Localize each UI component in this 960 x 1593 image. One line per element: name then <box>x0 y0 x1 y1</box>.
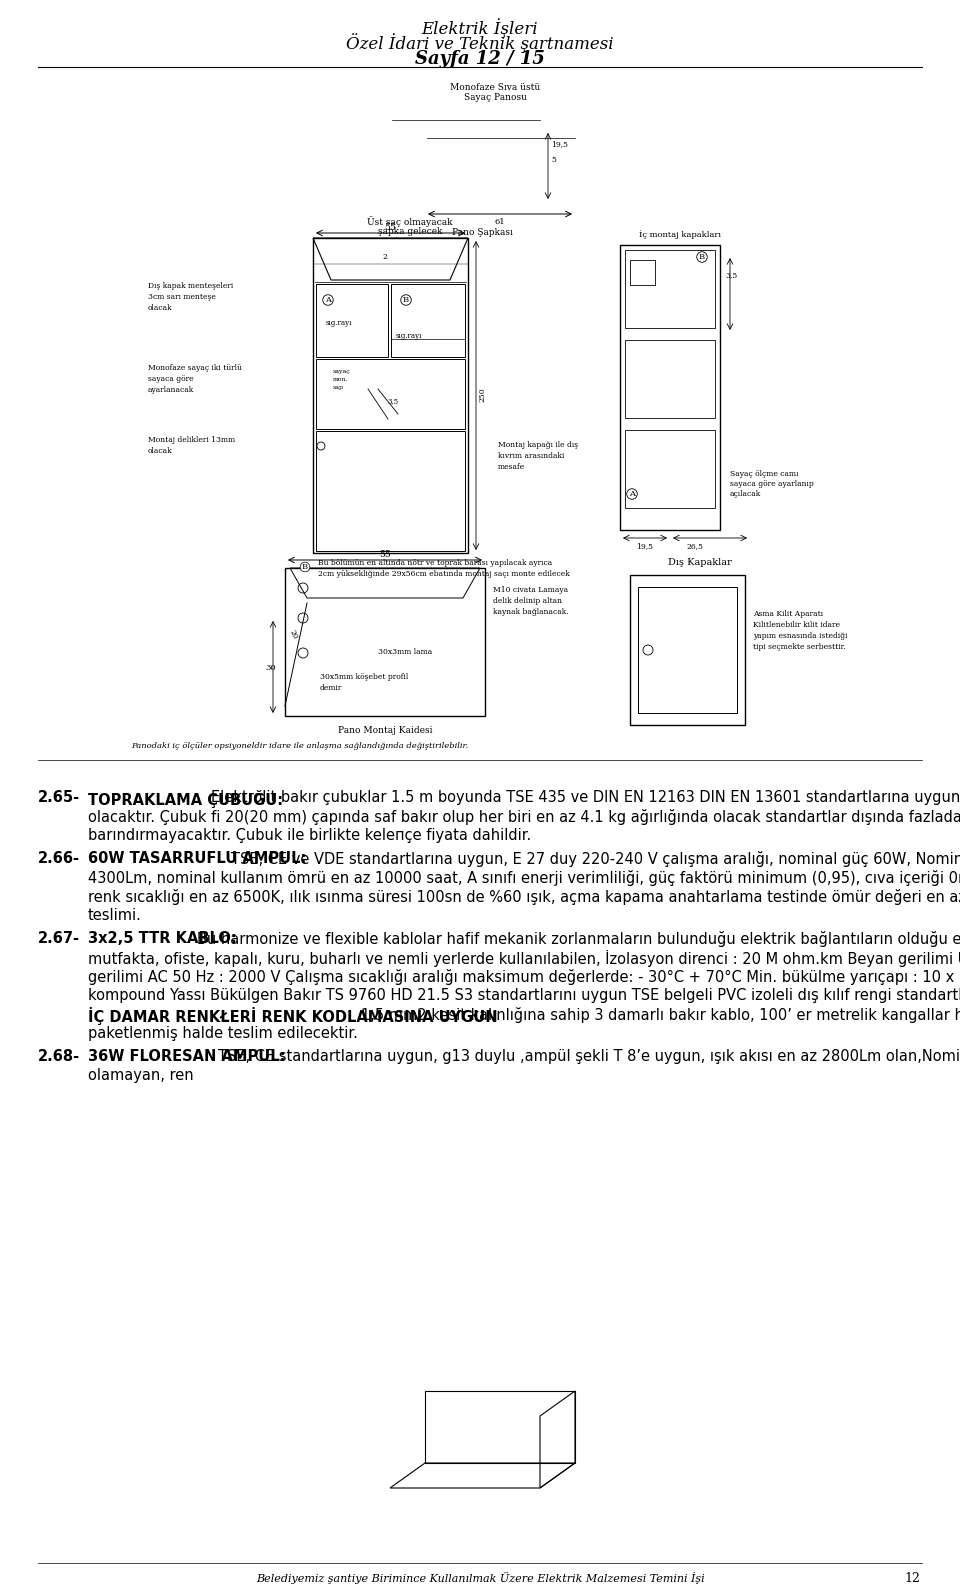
Text: 4300Lm, nominal kullanım ömrü en az 10000 saat, A sınıfı enerji verimliliği, güç: 4300Lm, nominal kullanım ömrü en az 1000… <box>88 870 960 886</box>
Text: 19,5: 19,5 <box>551 140 568 148</box>
Text: 2: 2 <box>383 253 388 261</box>
Text: 26,5: 26,5 <box>686 542 704 550</box>
Text: sayaca göre ayarlanıp: sayaca göre ayarlanıp <box>730 479 814 487</box>
Text: renk sıcaklığı en az 6500K, ılık ısınma süresi 100sn de %60 ışık, açma kapama an: renk sıcaklığı en az 6500K, ılık ısınma … <box>88 889 960 905</box>
Text: şapka gelecek: şapka gelecek <box>377 226 443 236</box>
Text: 2.67-: 2.67- <box>38 930 80 946</box>
Text: tipi seçmekte serbesttir.: tipi seçmekte serbesttir. <box>753 644 846 652</box>
Text: 55: 55 <box>384 223 396 233</box>
Text: yapım esnasında istediği: yapım esnasında istediği <box>753 632 848 640</box>
Text: delik delinip altan: delik delinip altan <box>493 597 562 605</box>
Text: Monofaze sayaç iki türlü: Monofaze sayaç iki türlü <box>148 363 242 373</box>
Text: 61: 61 <box>494 218 505 226</box>
Text: 250: 250 <box>478 387 486 403</box>
Text: kıvrım arasındaki: kıvrım arasındaki <box>498 452 564 460</box>
Text: Özel İdari ve Teknik şartnamesi: Özel İdari ve Teknik şartnamesi <box>347 33 613 53</box>
Text: TSE, CE ve VDE standartlarına uygun, E 27 duy 220-240 V çalışma aralığı, nominal: TSE, CE ve VDE standartlarına uygun, E 2… <box>231 851 960 867</box>
Text: İç montaj kapakları: İç montaj kapakları <box>639 229 721 239</box>
Text: 1,5 mm2 kesit kalınlığına sahip 3 damarlı bakır kablo, 100’ er metrelik kangalla: 1,5 mm2 kesit kalınlığına sahip 3 damarl… <box>361 1007 960 1023</box>
Text: teslimi.: teslimi. <box>88 908 142 922</box>
Text: sıg.rayı: sıg.rayı <box>396 331 422 339</box>
Text: 30: 30 <box>266 664 276 672</box>
Text: 5: 5 <box>551 156 556 164</box>
Text: ayarlanacak: ayarlanacak <box>148 386 194 393</box>
Text: Panodaki iç ölçüler opsiyoneldir idare ile anlaşma sağlandığında değiştirilebili: Panodaki iç ölçüler opsiyoneldir idare i… <box>132 742 468 750</box>
Text: Pano Montaj Kaidesi: Pano Montaj Kaidesi <box>338 726 432 734</box>
Text: mon.: mon. <box>333 378 348 382</box>
Text: Montaj kapağı ile dış: Montaj kapağı ile dış <box>498 441 578 449</box>
Text: Üst saç olmayacak: Üst saç olmayacak <box>368 217 453 226</box>
Text: Bu bölümün en altında nötr ve toprak barası yapılacak ayrıca: Bu bölümün en altında nötr ve toprak bar… <box>318 559 552 567</box>
Text: olamayan, ren: olamayan, ren <box>88 1067 194 1083</box>
Text: olacaktır. Çubuk fi 20(20 mm) çapında saf bakır olup her biri en az 4.1 kg ağırl: olacaktır. Çubuk fi 20(20 mm) çapında sa… <box>88 809 960 825</box>
Text: sıg.rayı: sıg.rayı <box>326 319 352 327</box>
Text: 60W TASARRUFLU AMPUL:: 60W TASARRUFLU AMPUL: <box>88 851 306 867</box>
Text: 3,5: 3,5 <box>388 397 398 405</box>
Text: açılacak: açılacak <box>730 491 761 499</box>
Text: Dış Kapaklar: Dış Kapaklar <box>668 558 732 567</box>
Text: 36W FLORESAN AMPUL:: 36W FLORESAN AMPUL: <box>88 1050 285 1064</box>
Text: İÇ DAMAR RENKŁERİ RENK KODLAMASINA UYGUN: İÇ DAMAR RENKŁERİ RENK KODLAMASINA UYGUN <box>88 1007 497 1024</box>
Text: 3cm sarı menteşe: 3cm sarı menteşe <box>148 293 216 301</box>
Text: demir: demir <box>320 683 343 691</box>
Text: gerilimi AC 50 Hz : 2000 V Çalışma sıcaklığı aralığı maksimum değerlerde: - 30°C: gerilimi AC 50 Hz : 2000 V Çalışma sıcak… <box>88 969 960 984</box>
Text: paketlenmiş halde teslim edilecektir.: paketlenmiş halde teslim edilecektir. <box>88 1026 358 1040</box>
Text: 3,5: 3,5 <box>725 271 737 279</box>
Text: Asma Kilit Aparatı: Asma Kilit Aparatı <box>753 610 823 618</box>
Text: B: B <box>403 296 409 304</box>
Text: olacak: olacak <box>148 304 173 312</box>
Text: mutfakta, ofiste, kapalı, kuru, buharlı ve nemli yerlerde kullanılabilen, İzolas: mutfakta, ofiste, kapalı, kuru, buharlı … <box>88 949 960 967</box>
Text: M10 civata Lamaya: M10 civata Lamaya <box>493 586 568 594</box>
Text: mesafe: mesafe <box>498 464 525 472</box>
Text: Belediyemiz şantiye Birimince Kullanılmak Üzere Elektrik Malzemesi Temini İşi: Belediyemiz şantiye Birimince Kullanılma… <box>255 1572 705 1583</box>
Text: Sayaç Panosu: Sayaç Panosu <box>464 92 526 102</box>
Text: 12: 12 <box>904 1572 920 1585</box>
Text: Pano Şapkası: Pano Şapkası <box>451 228 513 237</box>
Text: A: A <box>325 296 331 304</box>
Text: A: A <box>629 491 635 499</box>
Text: kompound Yassı Bükülgen Bakır TS 9760 HD 21.5 S3 standartlarını uygun TSE belgel: kompound Yassı Bükülgen Bakır TS 9760 HD… <box>88 988 960 1004</box>
Text: Elektrolit bakır çubuklar 1.5 m boyunda TSE 435 ve DIN EN 12163 DIN EN 13601 sta: Elektrolit bakır çubuklar 1.5 m boyunda … <box>211 790 960 804</box>
Text: 30x3mm lama: 30x3mm lama <box>378 648 432 656</box>
Text: sayaca göre: sayaca göre <box>148 374 194 382</box>
Text: 2.65-: 2.65- <box>38 790 80 804</box>
Text: barındırmayacaktır. Çubuk ile birlikte keleпçe fiyata dahildir.: barındırmayacaktır. Çubuk ile birlikte k… <box>88 828 531 843</box>
Text: B: B <box>699 253 705 261</box>
Text: olacak: olacak <box>148 448 173 456</box>
Text: Montaj delikleri 13mm: Montaj delikleri 13mm <box>148 436 235 444</box>
Text: Sayfa 12 / 15: Sayfa 12 / 15 <box>415 49 545 68</box>
Text: Bu harmonize ve flexible kablolar hafif mekanik zorlanmaların bulunduğu elektrik: Bu harmonize ve flexible kablolar hafif … <box>197 930 960 946</box>
Text: B: B <box>302 562 308 570</box>
Text: Kilitlenebilir kilit idare: Kilitlenebilir kilit idare <box>753 621 840 629</box>
Text: 2.68-: 2.68- <box>38 1050 80 1064</box>
Text: Elektrik İşleri: Elektrik İşleri <box>421 18 539 38</box>
Text: Monofaze Sıva üstü: Monofaze Sıva üstü <box>450 83 540 92</box>
Text: 3x2,5 TTR KABLO:: 3x2,5 TTR KABLO: <box>88 930 237 946</box>
Text: sap: sap <box>333 386 344 390</box>
Text: Sayaç ölçme camı: Sayaç ölçme camı <box>730 470 799 478</box>
Text: 2cm yüksekliğinde 29x56cm ebatında montaj saçı monte edilecek: 2cm yüksekliğinde 29x56cm ebatında monta… <box>318 570 569 578</box>
Text: 2.66-: 2.66- <box>38 851 80 867</box>
Text: 55: 55 <box>379 550 391 559</box>
Text: 20: 20 <box>287 628 299 640</box>
Text: sayaç: sayaç <box>333 370 350 374</box>
Text: 19,5: 19,5 <box>636 542 654 550</box>
Text: kaynak bağlanacak.: kaynak bağlanacak. <box>493 609 568 616</box>
Text: Dış kapak menteşeleri: Dış kapak menteşeleri <box>148 282 233 290</box>
Text: TSE, CE standartlarına uygun, g13 duylu ,ampül şekli T 8’e uygun, ışık akısı en : TSE, CE standartlarına uygun, g13 duylu … <box>218 1050 960 1064</box>
Text: 30x5mm köşebet profil: 30x5mm köşebet profil <box>320 672 408 680</box>
Text: TOPRAKLAMA ÇUBUĞU:: TOPRAKLAMA ÇUBUĞU: <box>88 790 283 808</box>
